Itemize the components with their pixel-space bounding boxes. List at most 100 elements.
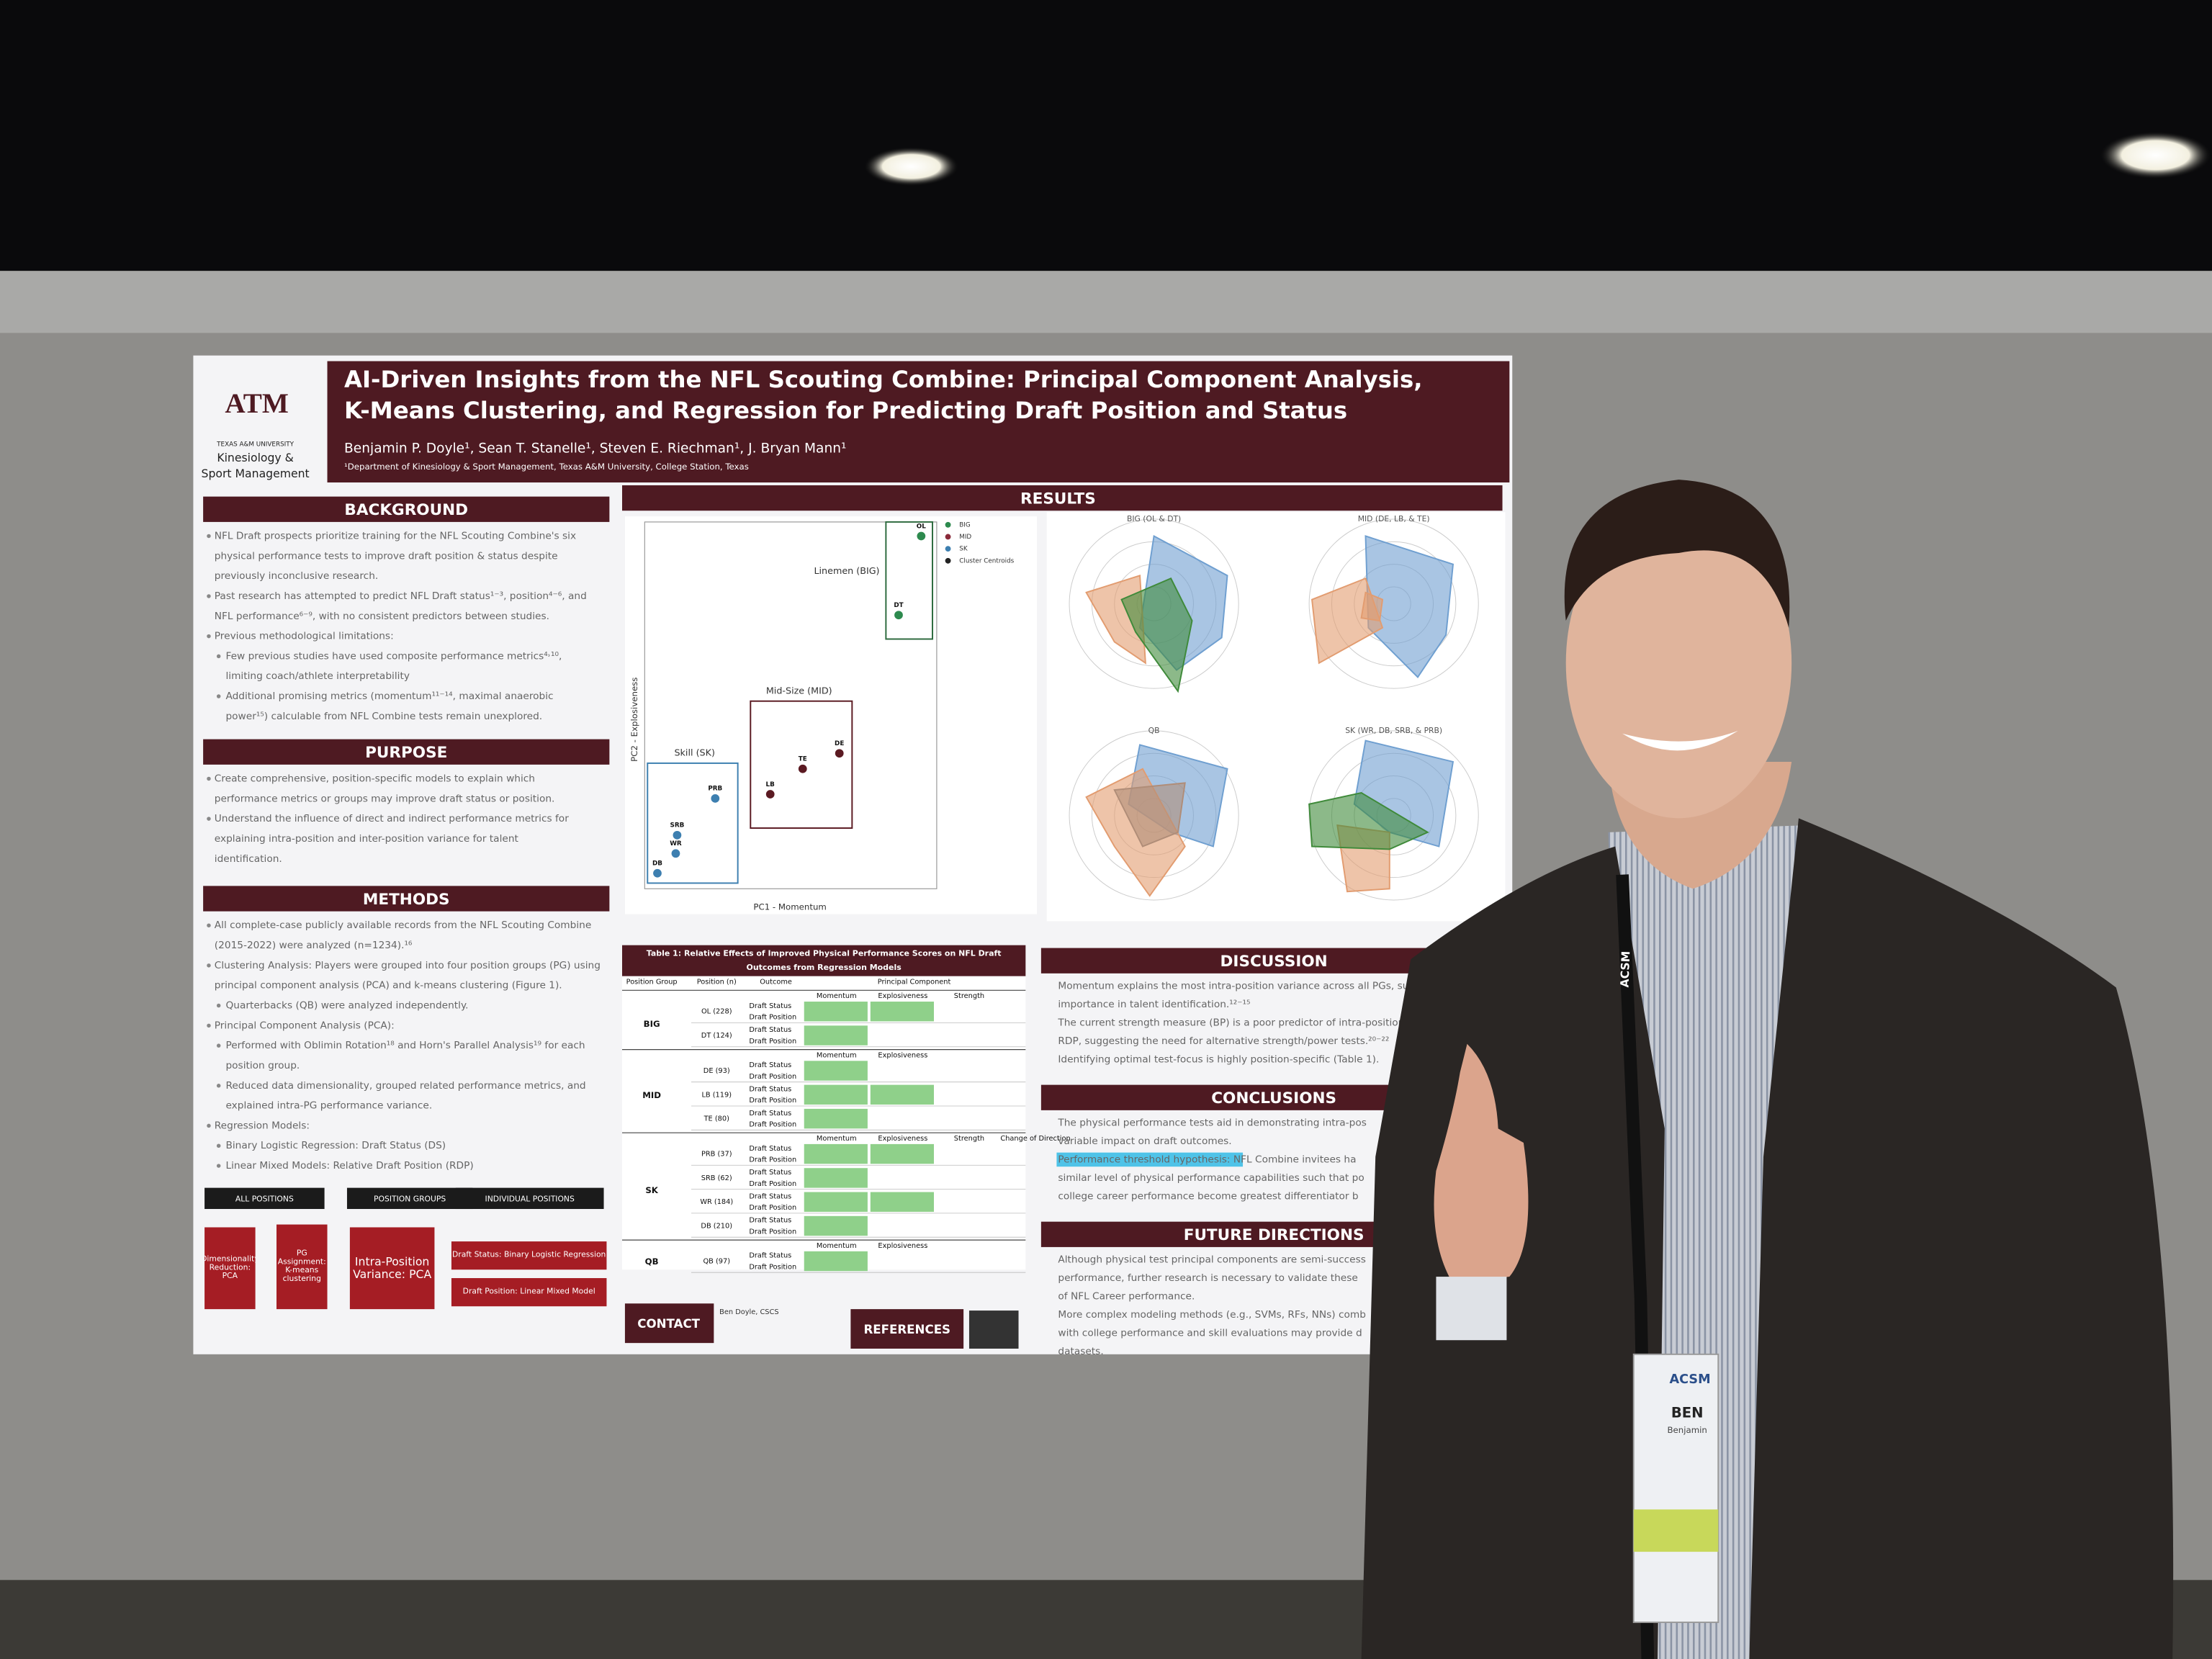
body-text: principal component analysis (PCA) and k… (215, 980, 562, 992)
table-header: Momentum (817, 1051, 857, 1059)
cluster-label: Skill (SK) (674, 748, 714, 759)
effect-cell (870, 1084, 934, 1105)
section-heading: CONCLUSIONS (1211, 1089, 1336, 1107)
flow-box (204, 1227, 256, 1310)
flow-box-label: PG Assignment: K-means clustering (277, 1249, 326, 1284)
affiliation: ¹Department of Kinesiology & Sport Manag… (344, 462, 749, 472)
authors: Benjamin P. Doyle¹, Sean T. Stanelle¹, S… (344, 441, 846, 457)
legend-swatch (945, 534, 951, 540)
effect-cell (870, 1002, 934, 1022)
contact-name: Ben Doyle, CSCS (719, 1308, 778, 1316)
point-label: LB (766, 781, 775, 788)
table-header: Momentum (817, 1242, 857, 1250)
cluster-box (750, 700, 853, 830)
scatter-point (765, 790, 775, 799)
table-header: Position Group (626, 979, 678, 986)
flow-box-text: Intra-Position Variance: PCA (353, 1256, 431, 1281)
effect-cell (804, 1251, 868, 1272)
outcome-cell: Draft Status (749, 1026, 791, 1034)
position-cell: QB (97) (703, 1258, 730, 1266)
jacket-right (1749, 818, 2174, 1659)
section-heading: PURPOSE (365, 744, 447, 762)
department: Kinesiology & (217, 451, 294, 464)
effect-cell (804, 1084, 868, 1105)
body-text: Create comprehensive, position-specific … (215, 773, 535, 784)
effect-cell (804, 1108, 868, 1129)
body-text: variable impact on draft outcomes. (1058, 1136, 1231, 1147)
position-cell: DE (93) (703, 1067, 730, 1075)
hair (1564, 480, 1790, 628)
scatter-point (711, 794, 720, 803)
table-header: Momentum (817, 1135, 857, 1143)
cluster-label: Mid-Size (MID) (766, 686, 832, 697)
badge-name: BEN (1671, 1405, 1704, 1421)
point-label: PRB (708, 786, 722, 793)
outcome-cell: Draft Status (749, 1217, 791, 1225)
flow-box (451, 1241, 607, 1270)
body-text: importance in talent identification.¹²⁻¹… (1058, 999, 1250, 1010)
body-text: Binary Logistic Regression: Draft Status… (225, 1140, 446, 1151)
table-header: Strength (954, 1135, 984, 1143)
section-heading: BACKGROUND (344, 501, 468, 519)
outcome-cell: Draft Status (749, 1145, 791, 1153)
radar-ring (1069, 730, 1239, 901)
bullet (207, 1023, 211, 1028)
body-text: previously inconclusive research. (215, 570, 378, 582)
position-cell: OL (228) (701, 1008, 732, 1016)
legend-entry: MID (959, 534, 971, 541)
body-text: Identifying optimal test-focus is highly… (1058, 1053, 1379, 1065)
ceiling-light (2099, 131, 2212, 179)
table-title: Table 1: Relative Effects of Improved Ph… (647, 948, 1002, 958)
table-header: Explosiveness (878, 1242, 927, 1250)
legend-swatch (945, 557, 951, 564)
radar-title: MID (DE, LB, & TE) (1358, 514, 1430, 523)
table-header: Strength (954, 992, 984, 1000)
body-text: Performance threshold hypothesis: NFL Co… (1058, 1154, 1356, 1165)
radar-area (1120, 577, 1193, 693)
legend-swatch (945, 546, 951, 552)
bullet (216, 654, 221, 659)
cluster-label: Linemen (BIG) (814, 566, 879, 577)
outcome-cell: Draft Status (749, 1110, 791, 1118)
outcome-cell: Draft Position (749, 1097, 796, 1105)
university: TEXAS A&M UNIVERSITY (216, 441, 294, 449)
table-header: Outcome (760, 979, 792, 986)
outcome-cell: Draft Status (749, 1085, 791, 1093)
flow-box-text: Dimensionality Reduction: PCA (204, 1255, 256, 1281)
body-text: Regression Models: (215, 1120, 310, 1131)
body-text: college career performance become greate… (1058, 1190, 1358, 1202)
table-header: Change of Direction (1000, 1135, 1070, 1143)
legend-swatch (945, 521, 951, 528)
body-text: identification. (215, 853, 282, 865)
flow-stage (455, 1187, 604, 1210)
cluster-box (885, 521, 933, 640)
radar-title: SK (WR, DB, SRB, & PRB) (1345, 726, 1442, 735)
table-header: Principal Component (878, 979, 951, 986)
body-text: The physical performance tests aid in de… (1057, 1118, 1366, 1129)
body-text: Past research has attempted to predict N… (215, 590, 587, 602)
table-header: Explosiveness (878, 1135, 927, 1143)
radar-area (1113, 782, 1186, 848)
flow-box-label: Dimensionality Reduction: PCA (204, 1255, 256, 1281)
radar-ring (1069, 518, 1239, 689)
wall-frame (0, 271, 2212, 342)
effect-cell (804, 1025, 868, 1046)
highlight (1056, 1152, 1244, 1167)
group-cell: BIG (644, 1019, 660, 1029)
body-text: datasets. (1058, 1346, 1103, 1357)
body-text: All complete-case publicly available rec… (215, 920, 591, 931)
body-text: Linear Mixed Models: Relative Draft Posi… (225, 1160, 473, 1172)
radar-ring (1308, 730, 1479, 901)
poster-title: AI-Driven Insights from the NFL Scouting… (344, 366, 1422, 393)
point-label: DE (835, 740, 844, 747)
bullet (207, 963, 211, 968)
flow-box (349, 1227, 435, 1310)
effect-cell (870, 1192, 934, 1212)
effect-cell (804, 1143, 868, 1164)
body-text: performance metrics or groups may improv… (215, 793, 555, 804)
bullet (207, 776, 211, 781)
section-heading: RESULTS (1020, 490, 1096, 508)
table-title-bar (622, 945, 1026, 976)
group-cell: QB (645, 1256, 659, 1267)
flow-box-text: PG Assignment: K-means clustering (277, 1249, 326, 1284)
